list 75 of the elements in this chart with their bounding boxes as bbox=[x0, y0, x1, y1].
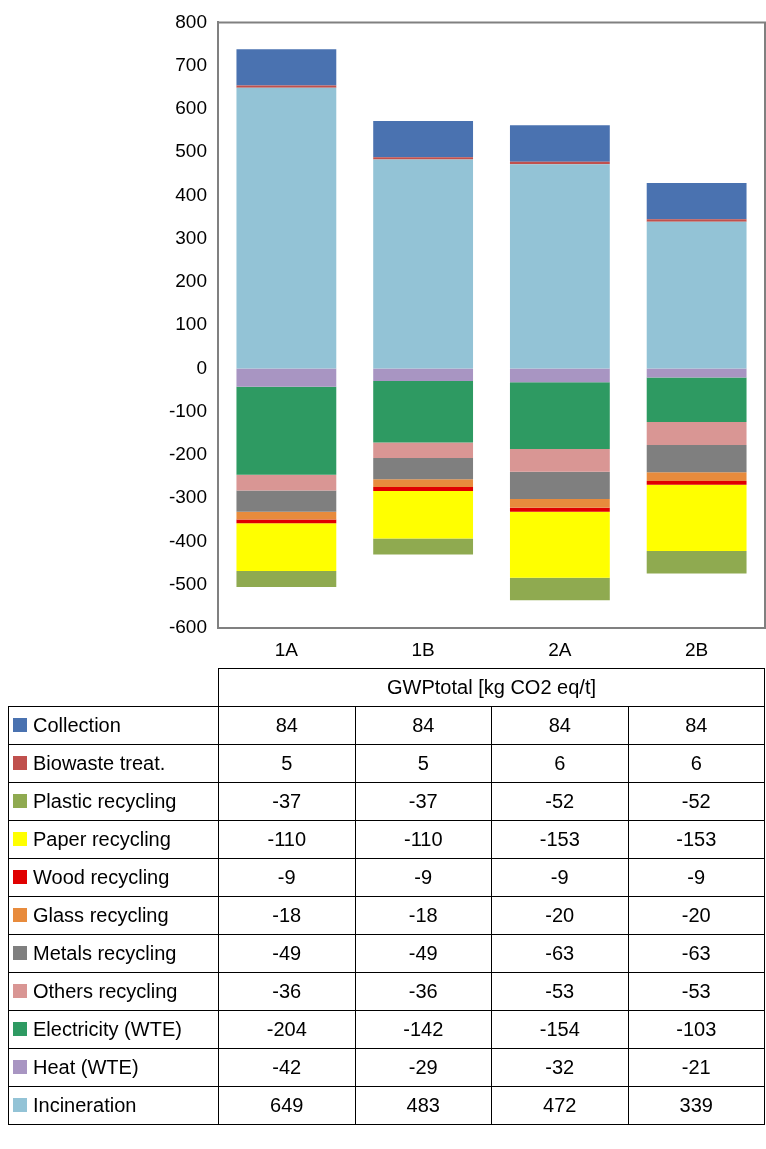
x-tick-label: 1B bbox=[411, 638, 435, 660]
data-label: -142 bbox=[355, 1010, 492, 1049]
legend-label: Metals recycling bbox=[33, 942, 177, 964]
y-tick-label: 200 bbox=[175, 270, 207, 292]
data-label: -37 bbox=[218, 782, 355, 821]
data-label: -9 bbox=[218, 858, 355, 897]
data-label: 6 bbox=[491, 744, 628, 783]
data-label: -21 bbox=[628, 1048, 765, 1087]
x-axis-title: GWPtotal [kg CO2 eq/t] bbox=[218, 668, 765, 707]
y-tick-label: 100 bbox=[175, 313, 207, 335]
data-label: -154 bbox=[491, 1010, 628, 1049]
x-tick-label: 2A bbox=[548, 638, 572, 660]
data-label: -49 bbox=[355, 934, 492, 973]
y-tick-label: -400 bbox=[168, 529, 207, 551]
data-label: -103 bbox=[628, 1010, 765, 1049]
legend-label: Biowaste treat. bbox=[33, 752, 166, 774]
data-label: -52 bbox=[628, 782, 765, 821]
data-label: -9 bbox=[628, 858, 765, 897]
x-tick-label: 1A bbox=[274, 638, 299, 660]
y-tick-label: 500 bbox=[175, 140, 207, 162]
y-tick-label: 0 bbox=[196, 356, 207, 378]
legend-label: Plastic recycling bbox=[33, 790, 177, 812]
data-label: 339 bbox=[628, 1086, 765, 1125]
data-label: -36 bbox=[218, 972, 355, 1011]
data-label: 84 bbox=[628, 706, 765, 745]
data-label: 472 bbox=[491, 1086, 628, 1125]
data-label: 84 bbox=[218, 706, 355, 745]
data-label: -53 bbox=[628, 972, 765, 1011]
data-label: 5 bbox=[218, 744, 355, 783]
data-label: 6 bbox=[628, 744, 765, 783]
data-label: 5 bbox=[355, 744, 492, 783]
legend-label: Glass recycling bbox=[33, 904, 169, 926]
data-label: -37 bbox=[355, 782, 492, 821]
legend-label: Heat (WTE) bbox=[33, 1056, 139, 1078]
y-tick-label: 800 bbox=[175, 10, 207, 32]
legend-label: Wood recycling bbox=[33, 866, 170, 888]
data-label: -110 bbox=[355, 820, 492, 859]
legend-label: Collection bbox=[33, 714, 121, 736]
data-label: -18 bbox=[218, 896, 355, 935]
data-label: -63 bbox=[491, 934, 628, 973]
data-label: -153 bbox=[628, 820, 765, 859]
y-tick-label: -300 bbox=[168, 486, 207, 508]
x-tick-label: 2B bbox=[685, 638, 709, 660]
y-tick-label: -600 bbox=[168, 616, 207, 638]
data-label: -52 bbox=[491, 782, 628, 821]
legend-label: Paper recycling bbox=[33, 828, 171, 850]
data-label: -53 bbox=[491, 972, 628, 1011]
y-tick-label: 700 bbox=[175, 53, 207, 75]
data-label: 84 bbox=[355, 706, 492, 745]
data-label: -36 bbox=[355, 972, 492, 1011]
y-tick-label: 400 bbox=[175, 183, 207, 205]
data-label: -20 bbox=[628, 896, 765, 935]
data-label: -29 bbox=[355, 1048, 492, 1087]
legend-label: Electricity (WTE) bbox=[33, 1018, 182, 1040]
legend-label: Incineration bbox=[33, 1094, 137, 1116]
data-label: -9 bbox=[491, 858, 628, 897]
data-label: -110 bbox=[218, 820, 355, 859]
data-label: -9 bbox=[355, 858, 492, 897]
data-label: -153 bbox=[491, 820, 628, 859]
data-label: -204 bbox=[218, 1010, 355, 1049]
y-tick-label: -200 bbox=[168, 443, 207, 465]
data-label: 483 bbox=[355, 1086, 492, 1125]
data-label: -49 bbox=[218, 934, 355, 973]
data-label: 84 bbox=[491, 706, 628, 745]
data-label: -20 bbox=[491, 896, 628, 935]
y-tick-label: 300 bbox=[175, 226, 207, 248]
legend-label: Others recycling bbox=[33, 980, 178, 1002]
data-label: 649 bbox=[218, 1086, 355, 1125]
data-label: -42 bbox=[218, 1048, 355, 1087]
y-tick-label: -500 bbox=[168, 572, 207, 594]
data-label: -18 bbox=[355, 896, 492, 935]
y-tick-label: 600 bbox=[175, 97, 207, 119]
y-tick-label: -100 bbox=[168, 399, 207, 421]
data-label: -63 bbox=[628, 934, 765, 973]
data-label: -32 bbox=[491, 1048, 628, 1087]
